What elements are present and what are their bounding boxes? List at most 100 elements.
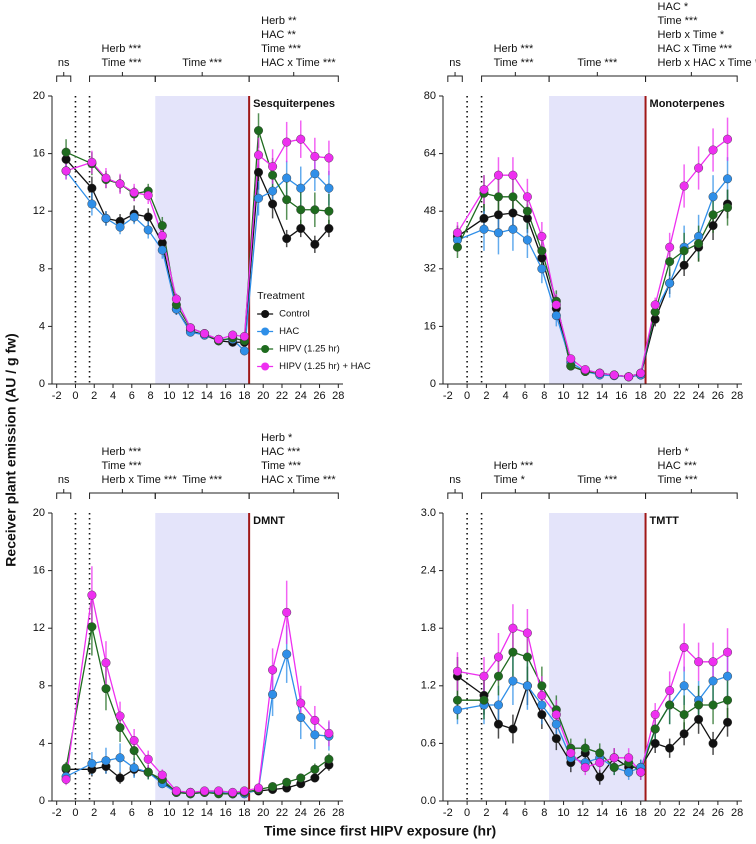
x-tick-label: 22 — [673, 390, 685, 402]
bracket-label: Herb *** — [494, 43, 534, 55]
data-point — [61, 774, 71, 784]
bracket-label: Time *** — [102, 57, 143, 69]
legend-marker — [261, 362, 270, 371]
x-tick-label: 8 — [148, 390, 154, 402]
bracket-label: ns — [58, 474, 70, 486]
data-point — [310, 773, 320, 783]
data-point — [479, 213, 489, 223]
bracket-label: ns — [58, 57, 70, 69]
x-tick-label: 24 — [295, 807, 307, 819]
bracket-label: Herb ** — [261, 15, 297, 27]
data-point — [493, 192, 503, 202]
data-point — [87, 183, 97, 193]
data-point — [522, 206, 532, 216]
x-tick-label: 22 — [276, 807, 288, 819]
data-point — [129, 736, 139, 746]
bracket-label: Time *** — [658, 15, 699, 27]
bracket-label: Herb *** — [102, 446, 142, 458]
data-point — [452, 695, 462, 705]
y-tick-label: 0.6 — [421, 737, 436, 749]
data-point — [214, 786, 224, 796]
data-point — [101, 756, 111, 766]
x-tick-label: 26 — [313, 807, 325, 819]
data-point — [268, 689, 278, 699]
x-tick-label: 24 — [295, 390, 307, 402]
x-tick-label: 16 — [220, 807, 232, 819]
data-point — [650, 738, 660, 748]
data-point — [310, 730, 320, 740]
data-point — [723, 134, 733, 144]
data-point — [282, 234, 292, 244]
x-tick-label: 6 — [522, 807, 528, 819]
data-point — [508, 623, 518, 633]
x-tick-label: 0 — [464, 807, 470, 819]
data-point — [650, 710, 660, 720]
x-tick-label: 0 — [72, 390, 78, 402]
data-point — [239, 786, 249, 796]
bracket-label: Time *** — [102, 460, 143, 472]
data-point — [708, 738, 718, 748]
data-point — [479, 185, 489, 195]
bracket-label: Time *** — [261, 460, 302, 472]
x-tick-label: -2 — [443, 390, 453, 402]
data-point — [624, 753, 634, 763]
legend-label: HAC — [279, 326, 299, 337]
data-point — [268, 199, 278, 209]
data-point — [537, 700, 547, 710]
exposure-shading — [155, 513, 250, 801]
legend-label: HIPV (1.25 hr) — [279, 344, 340, 355]
x-tick-label: -2 — [443, 807, 453, 819]
data-point — [679, 246, 689, 256]
x-tick-label: 2 — [91, 390, 97, 402]
data-point — [310, 205, 320, 215]
x-tick-label: 10 — [557, 807, 569, 819]
y-tick-label: 4 — [39, 320, 45, 332]
data-point — [508, 208, 518, 218]
data-point — [708, 210, 718, 220]
x-tick-label: 26 — [712, 807, 724, 819]
data-point — [723, 717, 733, 727]
legend-label: HIPV (1.25 hr) + HAC — [279, 361, 371, 372]
data-point — [723, 174, 733, 184]
data-point — [537, 231, 547, 241]
y-tick-label: 16 — [33, 565, 45, 577]
data-point — [324, 754, 334, 764]
data-point — [452, 666, 462, 676]
data-point — [665, 242, 675, 252]
y-tick-label: 48 — [424, 205, 436, 217]
data-point — [624, 767, 634, 777]
y-tick-label: 12 — [33, 622, 45, 634]
data-point — [115, 753, 125, 763]
data-point — [522, 652, 532, 662]
data-point — [452, 705, 462, 715]
panel-title: Monoterpenes — [650, 98, 725, 110]
data-point — [228, 787, 238, 797]
data-point — [282, 607, 292, 617]
data-point — [723, 671, 733, 681]
data-point — [508, 170, 518, 180]
x-tick-label: 10 — [557, 390, 569, 402]
data-point — [268, 782, 278, 792]
x-tick-label: 0 — [464, 390, 470, 402]
x-tick-label: 26 — [313, 390, 325, 402]
x-tick-label: 20 — [654, 390, 666, 402]
data-point — [143, 767, 153, 777]
x-tick-label: 14 — [596, 807, 608, 819]
data-point — [665, 278, 675, 288]
bracket-label: Herb x Time * — [658, 29, 725, 41]
bracket — [645, 489, 738, 499]
data-point — [115, 179, 125, 189]
x-tick-label: 20 — [257, 807, 269, 819]
data-point — [282, 195, 292, 205]
x-tick-label: 16 — [615, 807, 627, 819]
data-point — [665, 700, 675, 710]
data-point — [61, 147, 71, 157]
data-point — [87, 622, 97, 632]
data-point — [324, 206, 334, 216]
data-point — [566, 748, 576, 758]
data-point — [508, 724, 518, 734]
x-tick-label: 18 — [635, 390, 647, 402]
data-point — [679, 260, 689, 270]
data-point — [171, 294, 181, 304]
